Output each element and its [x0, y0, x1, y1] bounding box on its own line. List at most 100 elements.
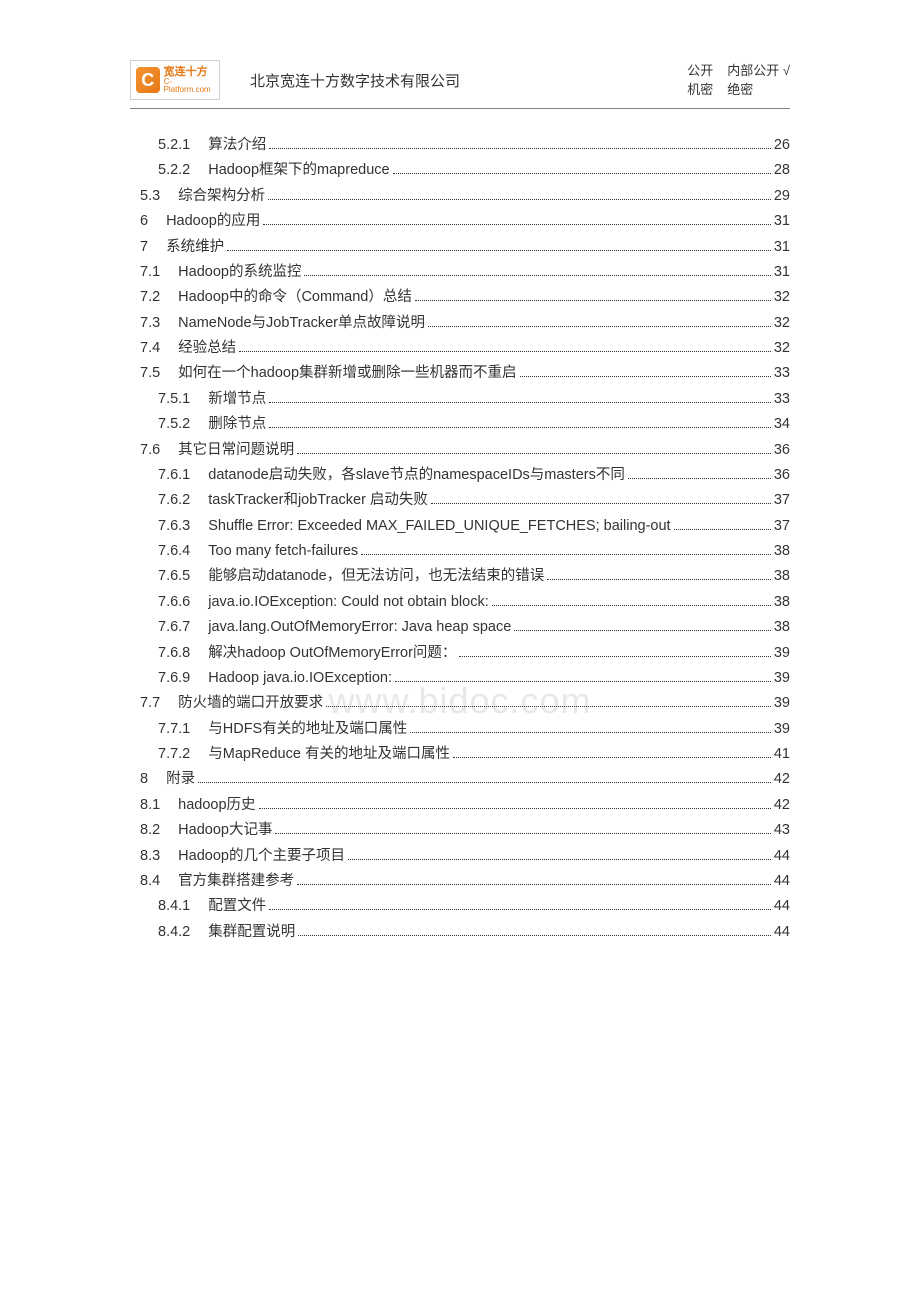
toc-leader-dots — [269, 427, 771, 428]
logo-text-en: C-Platform.com — [164, 78, 214, 94]
toc-number: 5.3 — [140, 184, 160, 209]
toc-number: 7.7 — [140, 691, 160, 716]
toc-number: 7.6.6 — [158, 590, 190, 615]
toc-entry[interactable]: 8附录42 — [130, 767, 790, 792]
toc-title: 算法介绍 — [208, 133, 266, 158]
toc-entry[interactable]: 7.1Hadoop的系统监控31 — [130, 260, 790, 285]
toc-entry[interactable]: 7.6.8解决hadoop OutOfMemoryError问题：39 — [130, 641, 790, 666]
toc-number: 7.6 — [140, 438, 160, 463]
toc-entry[interactable]: 7.7.1与HDFS有关的地址及端口属性39 — [130, 717, 790, 742]
toc-leader-dots — [269, 148, 771, 149]
class-internal: 内部公开 √ — [727, 61, 790, 81]
toc-entry[interactable]: 7.6.3Shuffle Error: Exceeded MAX_FAILED_… — [130, 514, 790, 539]
toc-page-number: 36 — [774, 463, 790, 488]
toc-entry[interactable]: 5.2.1算法介绍26 — [130, 133, 790, 158]
toc-title: java.lang.OutOfMemoryError: Java heap sp… — [208, 615, 511, 640]
toc-entry[interactable]: 8.3Hadoop的几个主要子项目44 — [130, 844, 790, 869]
toc-page-number: 31 — [774, 260, 790, 285]
toc-leader-dots — [628, 478, 771, 479]
toc-page-number: 41 — [774, 742, 790, 767]
toc-page-number: 32 — [774, 336, 790, 361]
toc-entry[interactable]: 7.6其它日常问题说明36 — [130, 438, 790, 463]
toc-number: 7.7.2 — [158, 742, 190, 767]
toc-entry[interactable]: 7.6.9Hadoop java.io.IOException:39 — [130, 666, 790, 691]
toc-title: 防火墙的端口开放要求 — [178, 691, 323, 716]
toc-entry[interactable]: 7.5如何在一个hadoop集群新增或删除一些机器而不重启33 — [130, 361, 790, 386]
toc-title: Too many fetch-failures — [208, 539, 358, 564]
toc-entry[interactable]: 8.4.2集群配置说明44 — [130, 920, 790, 945]
toc-leader-dots — [514, 630, 771, 631]
toc-leader-dots — [674, 529, 771, 530]
toc-leader-dots — [428, 326, 771, 327]
toc-entry[interactable]: 7.2Hadoop中的命令（Command）总结32 — [130, 285, 790, 310]
toc-entry[interactable]: 7.6.6java.io.IOException: Could not obta… — [130, 590, 790, 615]
toc-entry[interactable]: 7.7.2 与MapReduce 有关的地址及端口属性 41 — [130, 742, 790, 767]
toc-leader-dots — [520, 376, 771, 377]
toc-entry[interactable]: 7.6.7 java.lang.OutOfMemoryError: Java he… — [130, 615, 790, 640]
toc-entry[interactable]: 7.6.1datanode启动失败，各slave节点的namespaceIDs与… — [130, 463, 790, 488]
toc-entry[interactable]: 7.6.2taskTracker和jobTracker 启动失败37 — [130, 488, 790, 513]
toc-title: 附录 — [166, 767, 195, 792]
toc-number: 7.6.7 — [158, 615, 190, 640]
toc-leader-dots — [259, 808, 771, 809]
toc-leader-dots — [297, 453, 771, 454]
toc-page-number: 38 — [774, 564, 790, 589]
toc-entry[interactable]: 7.7 防火墙的端口开放要求 39 — [130, 691, 790, 716]
toc-entry[interactable]: 8.4.1配置文件44 — [130, 894, 790, 919]
toc-leader-dots — [326, 706, 771, 707]
toc-number: 7.6.2 — [158, 488, 190, 513]
toc-entry[interactable]: 8.4官方集群搭建参考44 — [130, 869, 790, 894]
company-logo: C 宽连十方 C-Platform.com — [130, 60, 220, 100]
toc-number: 7.5 — [140, 361, 160, 386]
toc-page-number: 44 — [774, 869, 790, 894]
toc-page-number: 43 — [774, 818, 790, 843]
toc-page-number: 33 — [774, 361, 790, 386]
toc-entry[interactable]: 5.2.2Hadoop框架下的mapreduce28 — [130, 158, 790, 183]
toc-page-number: 33 — [774, 387, 790, 412]
toc-page-number: 39 — [774, 641, 790, 666]
toc-page-number: 42 — [774, 793, 790, 818]
toc-title: NameNode与JobTracker单点故障说明 — [178, 311, 425, 336]
toc-title: taskTracker和jobTracker 启动失败 — [208, 488, 428, 513]
toc-entry[interactable]: 7.4经验总结32 — [130, 336, 790, 361]
toc-number: 5.2.2 — [158, 158, 190, 183]
toc-entry[interactable]: 7.6.5能够启动datanode，但无法访问，也无法结束的错误38 — [130, 564, 790, 589]
toc-entry[interactable]: 7.5.2删除节点34 — [130, 412, 790, 437]
toc-number: 7.5.2 — [158, 412, 190, 437]
toc-title: 官方集群搭建参考 — [178, 869, 294, 894]
toc-leader-dots — [275, 833, 770, 834]
toc-leader-dots — [239, 351, 771, 352]
toc-number: 7.6.4 — [158, 539, 190, 564]
company-name: 北京宽连十方数字技术有限公司 — [250, 70, 460, 91]
toc-leader-dots — [348, 859, 771, 860]
toc-title: Hadoop框架下的mapreduce — [208, 158, 389, 183]
toc-number: 5.2.1 — [158, 133, 190, 158]
toc-entry[interactable]: 8.2Hadoop大记事43 — [130, 818, 790, 843]
toc-page-number: 44 — [774, 920, 790, 945]
document-page: C 宽连十方 C-Platform.com 北京宽连十方数字技术有限公司 公开 … — [0, 0, 920, 945]
toc-leader-dots — [227, 250, 771, 251]
toc-entry[interactable]: 5.3综合架构分析29 — [130, 184, 790, 209]
toc-number: 7.5.1 — [158, 387, 190, 412]
toc-title: 解决hadoop OutOfMemoryError问题： — [208, 641, 456, 666]
toc-title: 综合架构分析 — [178, 184, 265, 209]
toc-title: 与MapReduce 有关的地址及端口属性 — [208, 742, 450, 767]
logo-icon: C — [136, 67, 160, 93]
toc-entry[interactable]: 7.6.4 Too many fetch-failures 38 — [130, 539, 790, 564]
table-of-contents: 5.2.1算法介绍265.2.2Hadoop框架下的mapreduce285.3… — [130, 133, 790, 945]
toc-number: 7.6.3 — [158, 514, 190, 539]
toc-leader-dots — [269, 402, 771, 403]
toc-entry[interactable]: 8.1hadoop历史42 — [130, 793, 790, 818]
toc-leader-dots — [298, 935, 771, 936]
class-public: 公开 — [687, 61, 713, 81]
toc-entry[interactable]: 7系统维护31 — [130, 235, 790, 260]
toc-entry[interactable]: 7.3NameNode与JobTracker单点故障说明32 — [130, 311, 790, 336]
toc-entry[interactable]: 6Hadoop的应用31 — [130, 209, 790, 234]
toc-title: Hadoop中的命令（Command）总结 — [178, 285, 412, 310]
toc-number: 8.1 — [140, 793, 160, 818]
toc-entry[interactable]: 7.5.1新增节点33 — [130, 387, 790, 412]
toc-page-number: 39 — [774, 691, 790, 716]
toc-title: Hadoop大记事 — [178, 818, 272, 843]
toc-page-number: 38 — [774, 539, 790, 564]
toc-number: 7.2 — [140, 285, 160, 310]
